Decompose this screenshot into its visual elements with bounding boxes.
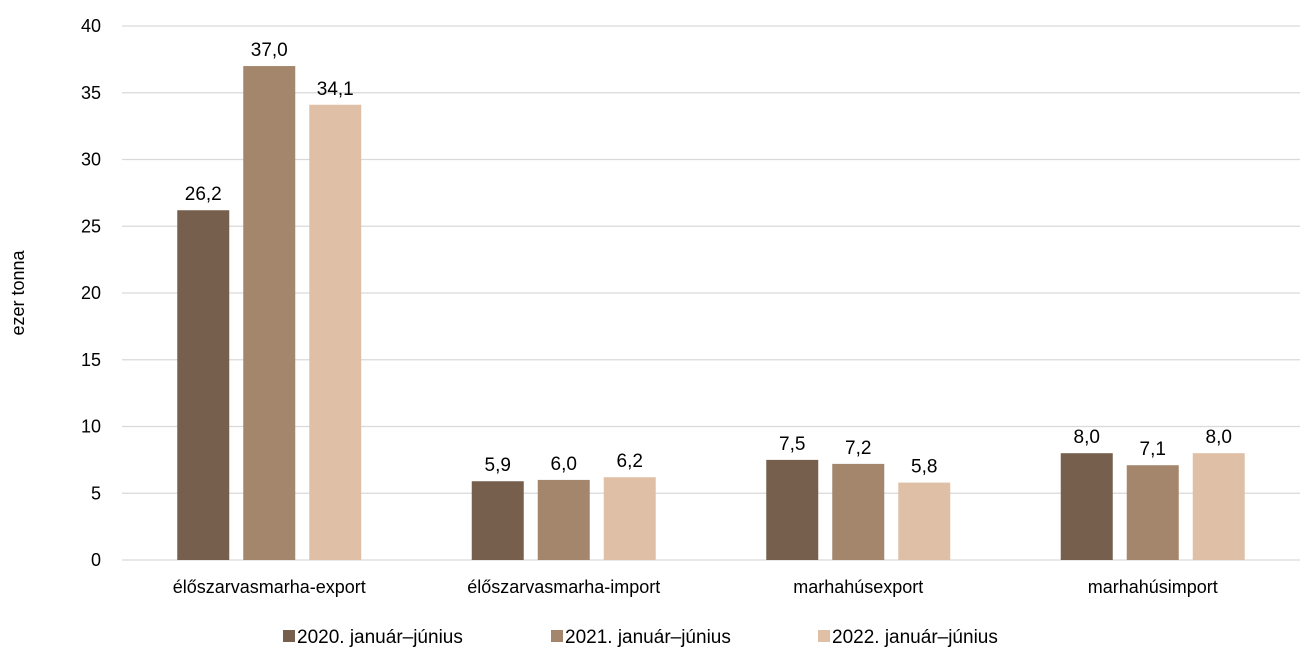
y-tick-label: 40 [81,16,101,36]
legend-label: 2020. január–június [297,627,463,648]
category-label: élőszarvasmarha-import [467,577,660,597]
data-label: 8,0 [1206,427,1232,448]
x-axis-categories: élőszarvasmarha-export élőszarvasmarha-im… [173,577,1218,597]
bar [177,210,230,561]
y-tick-label: 10 [81,417,101,437]
bar [1126,465,1179,560]
bar [603,477,656,560]
bar [1192,453,1245,560]
y-tick-label: 20 [81,283,101,303]
legend-swatch [818,630,830,642]
gridlines [122,25,1300,561]
y-tick-label: 25 [81,216,101,236]
bar [1060,453,1113,560]
data-label: 5,8 [911,457,937,478]
bar [898,482,951,560]
bar [243,66,296,561]
category-label: marhahúsimport [1088,577,1218,597]
data-label: 7,1 [1140,439,1166,460]
legend-label: 2021. január–június [565,627,731,648]
y-tick-label: 30 [81,150,101,170]
data-label: 6,0 [551,454,577,475]
category-label: élőszarvasmarha-export [173,577,366,597]
data-label: 7,5 [779,434,805,455]
data-label: 5,9 [485,455,511,476]
data-label: 6,2 [617,451,643,472]
bar [537,479,590,560]
legend-swatch [283,630,295,642]
bar [766,459,819,560]
data-labels: 26,2 37,0 34,1 5,9 6,0 6,2 7,5 7,2 5,8 8,0 7,1 8,0 [185,40,1232,478]
data-label: 8,0 [1074,427,1100,448]
y-axis-ticks: 0 5 10 15 20 25 30 35 40 [81,16,101,570]
bar [309,104,362,560]
data-label: 7,2 [845,438,871,459]
y-tick-label: 0 [91,550,101,570]
category-label: marhahúsexport [793,577,923,597]
legend: 2020. január–június 2021. január–június 20… [283,627,998,648]
data-label: 26,2 [185,184,222,205]
y-tick-label: 35 [81,83,101,103]
y-tick-label: 15 [81,350,101,370]
bar [471,481,524,560]
y-tick-label: 5 [91,483,101,503]
data-label: 37,0 [251,40,288,61]
legend-swatch [551,630,563,642]
data-label: 34,1 [317,79,354,100]
bar [832,463,885,560]
y-axis-label: ezer tonna [8,249,28,335]
bars [177,66,1245,561]
legend-label: 2022. január–június [832,627,998,648]
